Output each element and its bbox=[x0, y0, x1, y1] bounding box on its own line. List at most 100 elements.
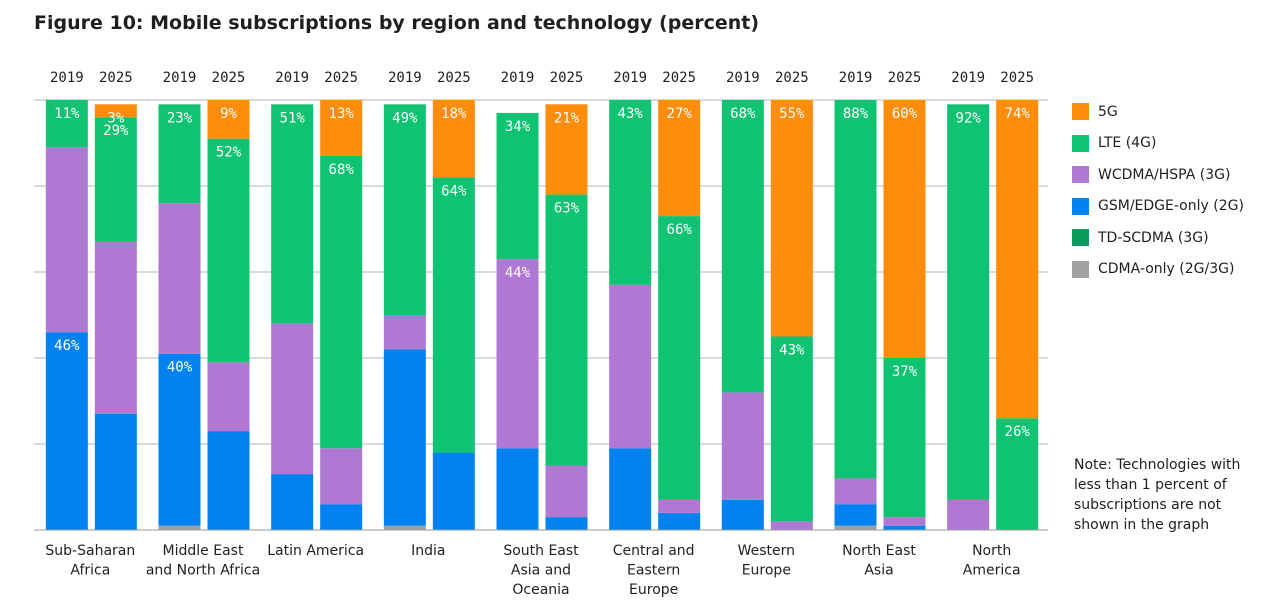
bar-segment-5g bbox=[770, 100, 813, 337]
legend: 5G LTE (4G) WCDMA/HSPA (3G) GSM/EDGE-onl… bbox=[1072, 96, 1272, 285]
bar-segment-wcdma-hspa-3g bbox=[883, 517, 926, 526]
bar-segment-lte-4g bbox=[383, 104, 426, 315]
bar-segment-wcdma-hspa-3g bbox=[721, 392, 764, 500]
legend-label: CDMA-only (2G/3G) bbox=[1098, 261, 1235, 278]
stacked-bar-chart: 2019 11% 46% 2025 3%29% Sub-Saharan Africa 2019… bbox=[34, 70, 1048, 598]
region-label: South East bbox=[503, 543, 579, 559]
year-label: 2025 bbox=[212, 70, 246, 86]
legend-swatch-td-scdma bbox=[1072, 229, 1089, 247]
region-label: North East bbox=[842, 543, 916, 559]
bar-segment-gsm-edge-only-2g bbox=[721, 499, 764, 530]
data-label: 44% bbox=[505, 265, 531, 281]
data-label: 29% bbox=[103, 123, 129, 139]
region-label: India bbox=[411, 543, 445, 559]
bar-segment-lte-4g bbox=[158, 104, 201, 204]
bar-segment-wcdma-hspa-3g bbox=[94, 241, 137, 414]
data-label: 49% bbox=[392, 110, 418, 126]
bar-segment-5g bbox=[996, 100, 1039, 419]
bar-segment-wcdma-hspa-3g bbox=[496, 259, 539, 449]
data-label: 64% bbox=[441, 183, 467, 199]
bar-segment-lte-4g bbox=[271, 104, 314, 324]
year-label: 2025 bbox=[888, 70, 922, 86]
year-label: 2019 bbox=[951, 70, 985, 86]
legend-item-cdma: CDMA-only (2G/3G) bbox=[1072, 254, 1272, 286]
bar-segment-gsm-edge-only-2g bbox=[383, 349, 426, 526]
bar-segment-wcdma-hspa-3g bbox=[834, 478, 877, 505]
year-label: 2019 bbox=[50, 70, 84, 86]
region-label: Asia bbox=[864, 563, 893, 579]
region-label: Europe bbox=[629, 582, 678, 598]
region-label: Eastern bbox=[627, 563, 680, 579]
bar-segment-wcdma-hspa-3g bbox=[658, 499, 701, 513]
data-label: 13% bbox=[329, 106, 355, 122]
legend-item-lte: LTE (4G) bbox=[1072, 128, 1272, 160]
bar-segment-gsm-edge-only-2g bbox=[496, 448, 539, 530]
region-label: Asia and bbox=[511, 563, 571, 579]
data-label: 74% bbox=[1005, 106, 1031, 122]
bar-segment-lte-4g bbox=[545, 194, 588, 466]
bar-segment-gsm-edge-only-2g bbox=[883, 525, 926, 530]
legend-label: 5G bbox=[1098, 103, 1118, 120]
year-label: 2025 bbox=[324, 70, 358, 86]
legend-swatch-lte bbox=[1072, 134, 1089, 152]
bar-segment-gsm-edge-only-2g bbox=[45, 332, 88, 530]
data-label: 63% bbox=[554, 201, 580, 217]
year-label: 2019 bbox=[275, 70, 309, 86]
bar-segment-wcdma-hspa-3g bbox=[158, 203, 201, 354]
bar-segment-wcdma-hspa-3g bbox=[383, 315, 426, 350]
year-label: 2025 bbox=[1000, 70, 1034, 86]
bar-segment-gsm-edge-only-2g bbox=[94, 413, 137, 530]
bar-segment-wcdma-hspa-3g bbox=[545, 465, 588, 518]
bar-segment-lte-4g bbox=[207, 138, 250, 363]
legend-label: GSM/EDGE-only (2G) bbox=[1098, 198, 1244, 215]
bar-segment-cdma-only-2g-3g bbox=[383, 525, 426, 530]
data-label: 3% bbox=[107, 110, 124, 126]
bar-segment-gsm-edge-only-2g bbox=[207, 431, 250, 530]
bar-segment-5g bbox=[883, 100, 926, 358]
data-label: 11% bbox=[54, 106, 80, 122]
year-label: 2019 bbox=[613, 70, 647, 86]
region-label: Western bbox=[738, 543, 795, 559]
data-label: 92% bbox=[956, 110, 982, 126]
region-label: Oceania bbox=[512, 582, 569, 598]
region-label: and North Africa bbox=[146, 563, 260, 579]
bar-segment-5g bbox=[658, 100, 701, 217]
bar-segment-gsm-edge-only-2g bbox=[271, 474, 314, 530]
bar-segment-lte-4g bbox=[883, 358, 926, 518]
region-label: Europe bbox=[742, 563, 791, 579]
bar-segment-lte-4g bbox=[721, 100, 764, 393]
data-label: 37% bbox=[892, 364, 918, 380]
bar-segment-cdma-only-2g-3g bbox=[158, 525, 201, 530]
bar-segment-gsm-edge-only-2g bbox=[658, 512, 701, 530]
data-label: 55% bbox=[779, 106, 805, 122]
year-label: 2019 bbox=[839, 70, 873, 86]
bar-segment-lte-4g bbox=[770, 336, 813, 522]
bar-segment-5g bbox=[94, 104, 137, 118]
bar-segment-5g bbox=[207, 100, 250, 139]
legend-item-gsm: GSM/EDGE-only (2G) bbox=[1072, 191, 1272, 223]
year-label: 2019 bbox=[163, 70, 197, 86]
bar-segment-wcdma-hspa-3g bbox=[947, 499, 990, 530]
bar-segment-lte-4g bbox=[609, 100, 652, 285]
bar-segment-wcdma-hspa-3g bbox=[45, 147, 88, 333]
region-label: America bbox=[963, 563, 1021, 579]
bar-segment-lte-4g bbox=[658, 216, 701, 500]
legend-item-5g: 5G bbox=[1072, 96, 1272, 128]
data-label: 43% bbox=[779, 343, 805, 359]
bar-segment-lte-4g bbox=[834, 100, 877, 479]
bar-segment-gsm-edge-only-2g bbox=[609, 448, 652, 530]
legend-label: TD-SCDMA (3G) bbox=[1098, 229, 1209, 246]
data-label: 26% bbox=[1005, 424, 1031, 440]
data-label: 21% bbox=[554, 110, 580, 126]
bar-segment-lte-4g bbox=[94, 117, 137, 242]
year-label: 2019 bbox=[726, 70, 760, 86]
year-label: 2025 bbox=[99, 70, 133, 86]
bar-segment-lte-4g bbox=[432, 177, 475, 453]
legend-item-td-scdma: TD-SCDMA (3G) bbox=[1072, 222, 1272, 254]
bar-segment-lte-4g bbox=[496, 112, 539, 260]
bar-segment-lte-4g bbox=[947, 104, 990, 500]
data-label: 18% bbox=[441, 106, 467, 122]
bar-segment-wcdma-hspa-3g bbox=[609, 284, 652, 449]
year-label: 2025 bbox=[437, 70, 471, 86]
legend-swatch-cdma bbox=[1072, 260, 1089, 278]
